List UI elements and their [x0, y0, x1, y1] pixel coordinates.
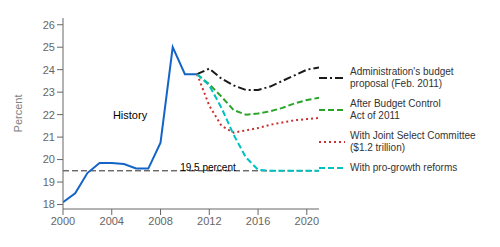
- svg-text:25: 25: [43, 41, 55, 53]
- svg-text:21: 21: [43, 131, 55, 143]
- svg-text:2020: 2020: [295, 215, 319, 227]
- html-text:With Joint Select Committee ($: With Joint Select Committee ($1.2 trilli…: [350, 129, 476, 153]
- svg-text:19: 19: [43, 176, 55, 188]
- html-text:With pro-growth reforms: With pro-growth reforms: [350, 161, 458, 173]
- svg-text:2012: 2012: [197, 215, 221, 227]
- svg-text:Percent: Percent: [12, 95, 24, 133]
- svg-text:18: 18: [43, 198, 55, 210]
- svg-text:22: 22: [43, 109, 55, 121]
- svg-text:History: History: [113, 109, 148, 121]
- svg-text:24: 24: [43, 64, 55, 76]
- svg-text:2008: 2008: [148, 215, 172, 227]
- svg-text:2016: 2016: [246, 215, 270, 227]
- svg-text:2004: 2004: [100, 215, 124, 227]
- svg-text:2000: 2000: [51, 215, 75, 227]
- svg-text:19.5 percent: 19.5 percent: [180, 162, 236, 173]
- svg-text:23: 23: [43, 86, 55, 98]
- svg-text:26: 26: [43, 19, 55, 31]
- html-text:Administration's budget propos: Administration's budget proposal (Feb. 2…: [350, 65, 454, 89]
- html-text:After Budget Control Act of 20: After Budget Control Act of 2011: [350, 97, 441, 121]
- svg-text:20: 20: [43, 153, 55, 165]
